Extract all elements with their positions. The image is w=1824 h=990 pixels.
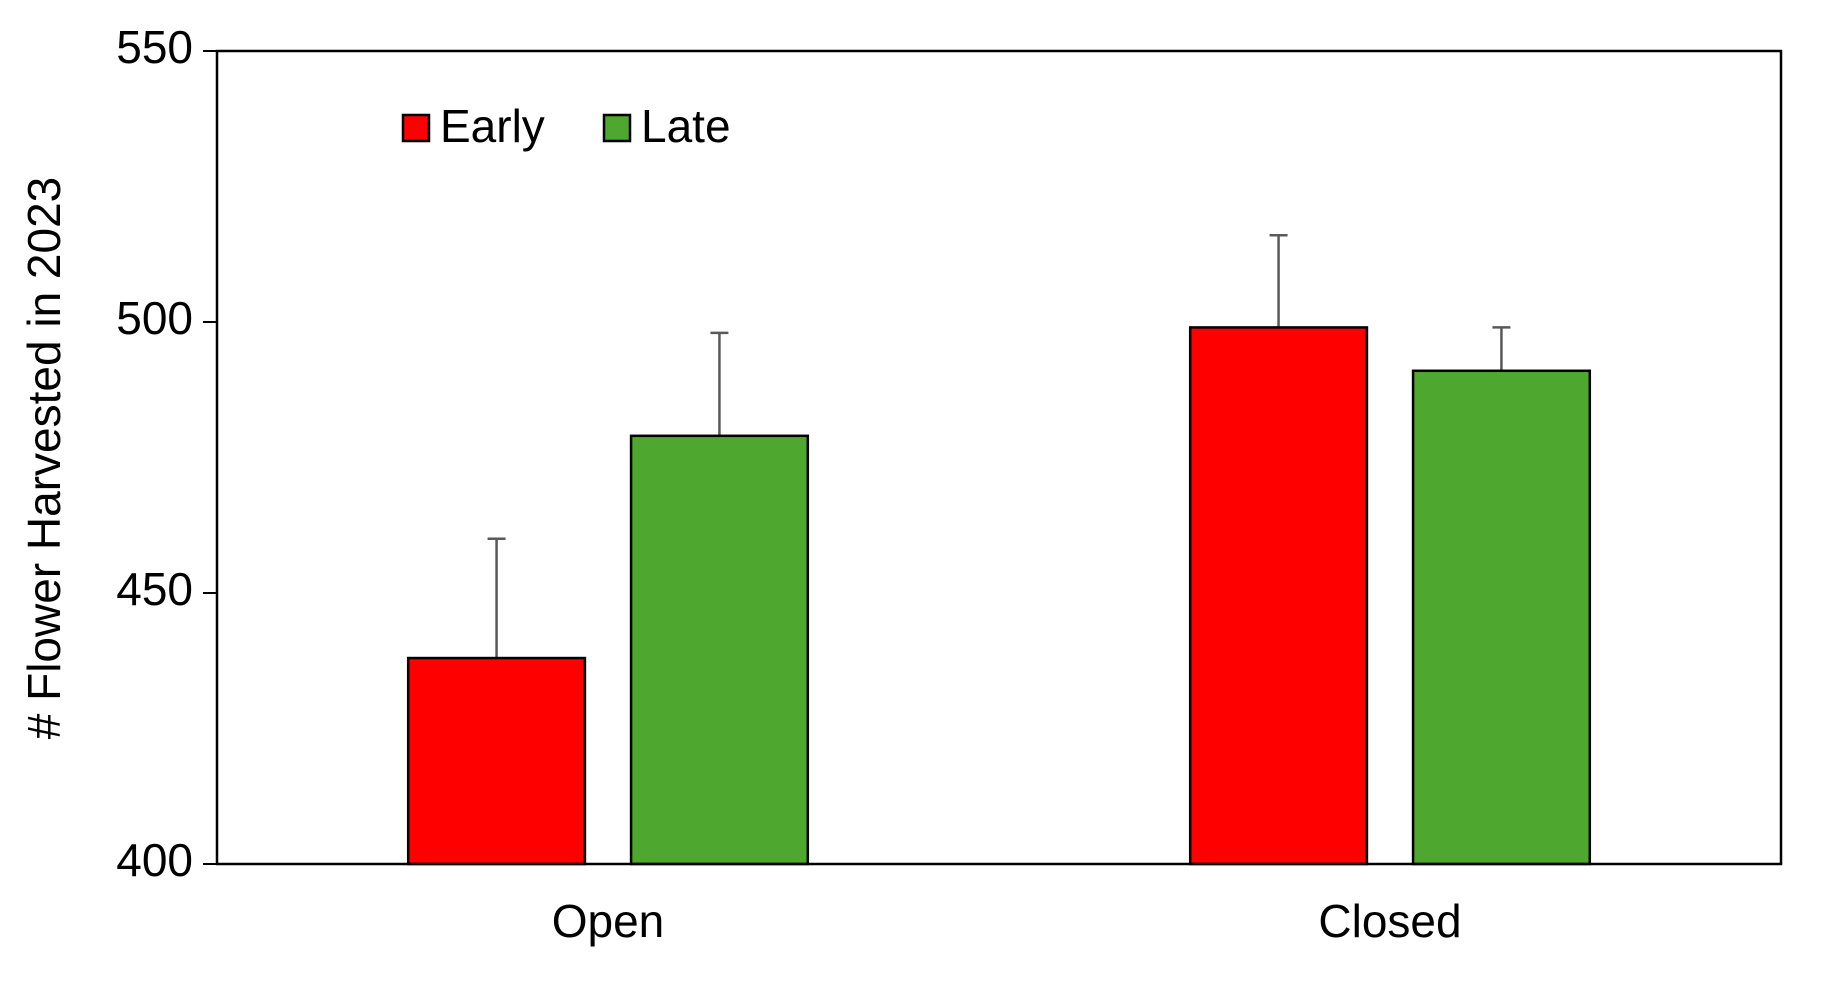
y-tick-label: 450 bbox=[116, 563, 193, 615]
legend-swatch bbox=[602, 113, 632, 143]
x-tick-label: Closed bbox=[1318, 895, 1461, 947]
y-tick-label: 500 bbox=[116, 292, 193, 344]
legend-label: Late bbox=[641, 100, 731, 152]
y-tick-label: 400 bbox=[116, 834, 193, 886]
y-tick-label: 550 bbox=[116, 21, 193, 73]
bar bbox=[1188, 326, 1369, 866]
bar bbox=[406, 656, 587, 866]
bar bbox=[629, 434, 810, 866]
bar bbox=[1411, 369, 1592, 866]
plot-frame bbox=[215, 49, 1783, 866]
legend-swatch bbox=[401, 113, 431, 143]
legend-label: Early bbox=[440, 100, 545, 152]
y-axis-label: # Flower Harvested in 2023 bbox=[18, 177, 70, 740]
x-tick-label: Open bbox=[552, 895, 665, 947]
